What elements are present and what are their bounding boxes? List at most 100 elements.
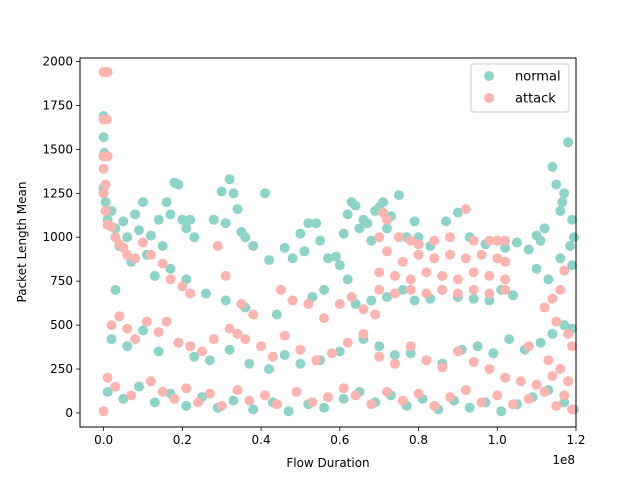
point-attack bbox=[468, 284, 479, 295]
point-normal bbox=[311, 218, 322, 229]
point-normal bbox=[264, 364, 274, 374]
point-normal bbox=[362, 218, 373, 229]
point-attack bbox=[523, 341, 534, 352]
point-attack bbox=[551, 316, 562, 327]
point-attack bbox=[98, 163, 109, 174]
point-attack bbox=[161, 316, 172, 327]
point-attack bbox=[484, 235, 495, 246]
point-attack bbox=[342, 337, 353, 348]
y-tick-label: 250 bbox=[50, 362, 73, 376]
point-attack bbox=[130, 253, 141, 264]
point-normal bbox=[334, 260, 345, 271]
point-normal bbox=[319, 402, 330, 413]
point-attack bbox=[141, 316, 152, 327]
point-attack bbox=[429, 253, 440, 264]
point-attack bbox=[326, 348, 337, 359]
point-normal bbox=[173, 179, 184, 190]
point-attack bbox=[476, 397, 487, 408]
point-attack bbox=[413, 249, 424, 260]
x-tick-label: 0.8 bbox=[409, 433, 428, 447]
point-attack bbox=[169, 393, 180, 404]
point-normal bbox=[220, 218, 231, 229]
point-attack bbox=[185, 288, 196, 299]
point-normal bbox=[543, 274, 554, 285]
point-normal bbox=[303, 218, 314, 229]
point-normal bbox=[122, 341, 133, 352]
point-normal bbox=[157, 241, 168, 251]
point-attack bbox=[397, 395, 408, 406]
point-attack bbox=[429, 400, 440, 411]
point-attack bbox=[303, 299, 314, 309]
point-normal bbox=[389, 350, 400, 360]
point-attack bbox=[452, 288, 463, 299]
point-normal bbox=[484, 295, 495, 306]
point-attack bbox=[138, 237, 148, 248]
point-attack bbox=[397, 256, 408, 267]
point-normal bbox=[366, 235, 377, 246]
point-attack bbox=[543, 355, 554, 366]
point-normal bbox=[240, 232, 251, 243]
point-attack bbox=[468, 235, 479, 246]
point-attack bbox=[338, 383, 349, 394]
point-attack bbox=[208, 334, 219, 345]
point-attack bbox=[366, 399, 377, 410]
point-normal bbox=[523, 244, 534, 255]
point-normal bbox=[204, 355, 215, 366]
point-attack bbox=[389, 358, 400, 369]
point-attack bbox=[559, 265, 570, 276]
point-attack bbox=[523, 393, 534, 404]
point-attack bbox=[500, 235, 511, 246]
legend-marker-normal bbox=[484, 71, 494, 81]
point-normal bbox=[181, 223, 192, 234]
point-normal bbox=[98, 132, 109, 143]
point-attack bbox=[515, 376, 526, 387]
point-normal bbox=[366, 295, 377, 306]
point-attack bbox=[476, 249, 487, 260]
point-normal bbox=[338, 393, 349, 404]
point-attack bbox=[220, 270, 231, 281]
point-normal bbox=[138, 197, 148, 208]
point-attack bbox=[551, 400, 562, 411]
point-attack bbox=[413, 239, 424, 250]
point-attack bbox=[350, 390, 361, 401]
point-attack bbox=[413, 388, 424, 399]
point-normal bbox=[504, 334, 515, 345]
point-attack bbox=[271, 399, 282, 410]
point-attack bbox=[181, 383, 192, 394]
point-normal bbox=[539, 223, 550, 234]
point-normal bbox=[342, 209, 353, 220]
point-normal bbox=[149, 397, 160, 408]
point-attack bbox=[145, 249, 156, 260]
point-attack bbox=[177, 281, 188, 292]
point-attack bbox=[153, 327, 164, 338]
point-attack bbox=[539, 302, 550, 313]
point-normal bbox=[330, 251, 341, 262]
point-attack bbox=[531, 379, 542, 390]
legend-label-attack: attack bbox=[515, 92, 556, 107]
point-attack bbox=[429, 235, 440, 246]
point-normal bbox=[535, 337, 546, 348]
point-normal bbox=[382, 223, 392, 234]
x-tick-label: 0.6 bbox=[330, 433, 349, 447]
point-normal bbox=[153, 214, 164, 225]
point-attack bbox=[500, 256, 511, 267]
point-normal bbox=[208, 214, 219, 225]
point-attack bbox=[102, 372, 113, 383]
point-attack bbox=[555, 284, 566, 295]
axes-frame bbox=[79, 57, 577, 428]
point-attack bbox=[114, 311, 125, 322]
y-tick-label: 2000 bbox=[42, 55, 73, 69]
point-attack bbox=[260, 390, 270, 401]
point-normal bbox=[512, 237, 522, 248]
point-normal bbox=[334, 346, 345, 357]
point-attack bbox=[106, 320, 117, 331]
point-attack bbox=[484, 364, 495, 374]
point-normal bbox=[500, 242, 511, 253]
x-axis-offset-text: 1e8 bbox=[552, 453, 575, 467]
point-normal bbox=[138, 325, 148, 336]
point-attack bbox=[319, 313, 330, 324]
point-attack bbox=[547, 371, 558, 381]
point-attack bbox=[500, 372, 511, 383]
point-attack bbox=[437, 270, 448, 281]
